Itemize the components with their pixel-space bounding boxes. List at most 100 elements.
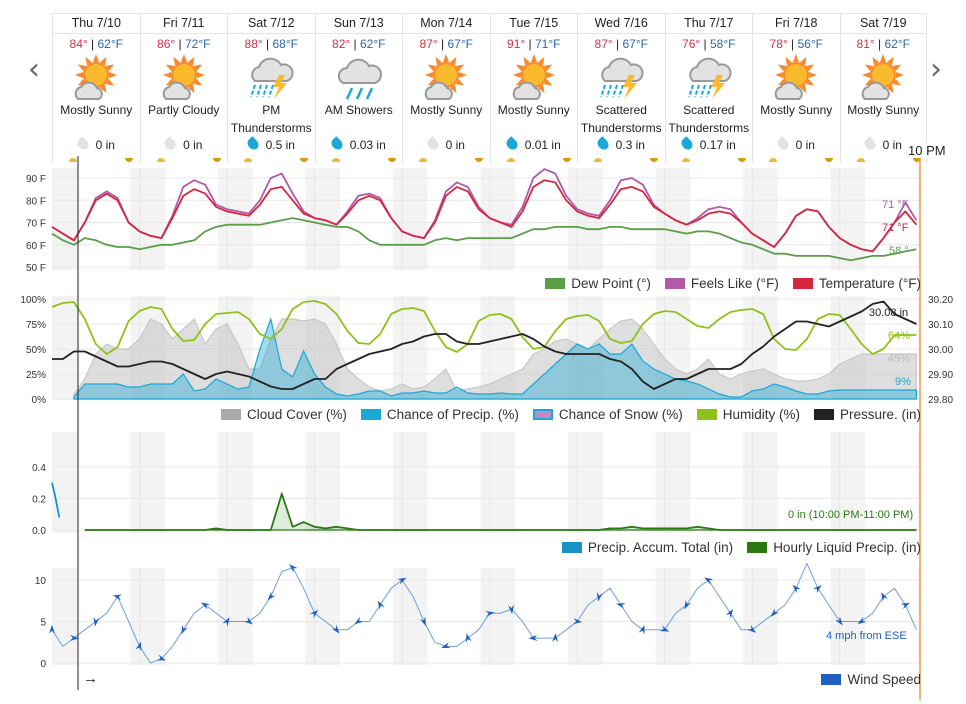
sunrise-icon — [156, 158, 165, 162]
night-band — [393, 296, 428, 400]
day-column[interactable]: Mon 7/14 87° | 67°F Mostly Sunny 0 in — [402, 14, 490, 163]
previous-days-button[interactable]: ‹ — [28, 52, 40, 87]
legend-label: Hourly Liquid Precip. (in) — [773, 540, 921, 555]
mostly-sunny-icon — [774, 54, 818, 100]
current-value-label: 58 ° — [889, 245, 909, 257]
legend-swatch — [821, 674, 842, 685]
legend-label: Dew Point (°) — [571, 276, 651, 291]
legend-item-cloud[interactable]: Cloud Cover (%) — [221, 407, 347, 422]
current-value-label: 9% — [895, 376, 911, 388]
night-band — [130, 168, 166, 270]
night-band — [130, 432, 166, 533]
day-temps: 84° | 62°F — [69, 37, 123, 51]
wind-direction-arrow-icon — [812, 585, 822, 594]
low-temp: 68°F — [272, 37, 298, 51]
day-column[interactable]: Fri 7/18 78° | 56°F Mostly Sunny 0 in — [752, 14, 840, 163]
day-column[interactable]: Sun 7/13 82° | 62°F AM Showers 0.03 in — [314, 14, 402, 163]
low-temp: 67°F — [622, 37, 648, 51]
precip-value: 0.03 in — [349, 138, 386, 152]
legend-item-snow[interactable]: Chance of Snow (%) — [532, 407, 683, 422]
high-temp: 81° — [856, 37, 875, 51]
precip-amount: 0.5 in — [228, 136, 315, 152]
wind-direction-arrow-icon — [465, 633, 472, 643]
night-band — [480, 568, 516, 665]
day-column[interactable]: Sat 7/19 81° | 62°F Mostly Sunny 0 in — [839, 14, 927, 163]
legend-item-pressure[interactable]: Pressure. (in) — [813, 407, 921, 422]
night-band — [918, 168, 920, 270]
humidity-line — [51, 300, 917, 355]
precip-value: 0 in — [795, 138, 815, 152]
day-column[interactable]: Tue 7/15 91° | 71°F Mostly Sunny 0.01 in — [489, 14, 577, 163]
axis-tick-label: 0 — [40, 659, 46, 670]
thunderstorm-icon — [250, 57, 294, 99]
day-column[interactable]: Fri 7/11 86° | 72°F Partly Cloudy 0 in — [139, 14, 227, 163]
wind-direction-arrow-icon — [881, 592, 889, 602]
legend-item-humidity[interactable]: Humidity (%) — [696, 407, 800, 422]
wind-direction-arrow-icon — [704, 577, 714, 585]
mostly-sunny-icon — [424, 54, 468, 100]
sunset-icon — [475, 158, 483, 162]
night-band — [52, 568, 78, 665]
wind-direction-arrow-icon — [572, 618, 583, 625]
wind-direction-arrow-icon — [747, 624, 757, 633]
day-name: Wed 7/16 — [578, 14, 665, 34]
night-band — [830, 568, 866, 665]
axis-tick-label: 50 F — [26, 263, 46, 274]
legend-item-pop[interactable]: Chance of Precip. (%) — [360, 407, 519, 422]
sunset-icon — [562, 158, 571, 162]
day-column[interactable]: Thu 7/10 84° | 62°F Mostly Sunny 0 in — [52, 14, 140, 163]
day-column[interactable]: Sat 7/12 88° | 68°F PM Thunderstorms 0.5… — [227, 14, 315, 163]
sunset-icon — [737, 158, 746, 162]
high-temp: 91° — [507, 37, 526, 51]
sunset-icon — [300, 158, 308, 162]
night-band — [393, 432, 428, 533]
axis-tick-label: 70 F — [26, 219, 46, 230]
day-name: Sun 7/13 — [315, 14, 402, 34]
condition-text: Mostly Sunny — [497, 103, 570, 117]
high-temp: 86° — [157, 37, 176, 51]
legend-item-feels[interactable]: Feels Like (°F) — [664, 276, 779, 291]
legend-swatch — [561, 542, 582, 553]
precip-value: 0 in — [445, 138, 465, 152]
day-temps: 76° | 58°F — [682, 37, 736, 51]
legend-swatch — [792, 278, 813, 289]
legend-precip: Precip. Accum. Total (in) Hourly Liquid P… — [561, 540, 921, 555]
wind-direction-arrow-icon — [309, 609, 319, 619]
day-name: Fri 7/11 — [140, 14, 227, 34]
mostly-sunny-icon — [861, 54, 905, 100]
sunset-icon — [125, 158, 133, 162]
day-name: Thu 7/10 — [53, 14, 140, 34]
legend-item-accum[interactable]: Precip. Accum. Total (in) — [561, 540, 733, 555]
day-column[interactable]: Thu 7/17 76° | 58°F Scattered Thundersto… — [664, 14, 752, 163]
legend-item-wind[interactable]: Wind Speed — [821, 672, 921, 687]
legend-item-hourly[interactable]: Hourly Liquid Precip. (in) — [747, 540, 921, 555]
sunrise-icon — [331, 158, 340, 162]
condition-text: Scattered Thunderstorms — [668, 103, 750, 135]
legend-wind: Wind Speed — [821, 672, 921, 687]
night-band — [568, 568, 603, 665]
night-band — [305, 568, 341, 665]
night-band — [52, 168, 78, 270]
day-temps: 87° | 67°F — [419, 37, 473, 51]
legend-label: Chance of Snow (%) — [558, 407, 683, 422]
high-temp: 88° — [244, 37, 263, 51]
legend-swatch — [664, 278, 685, 289]
wind-direction-arrow-icon — [616, 602, 626, 609]
day-temps: 88° | 68°F — [244, 37, 298, 51]
wind-direction-arrow-icon — [508, 604, 515, 615]
night-band — [393, 168, 428, 270]
precip-value: 0.3 in — [615, 138, 645, 152]
wind-direction-arrow-icon — [156, 654, 167, 661]
legend-swatch — [545, 278, 566, 289]
high-temp: 82° — [332, 37, 351, 51]
night-band — [217, 168, 253, 270]
night-band — [52, 296, 78, 400]
legend-item-temp[interactable]: Temperature (°F) — [792, 276, 921, 291]
wind-direction-arrow-icon — [243, 616, 253, 625]
next-days-button[interactable]: › — [930, 52, 942, 87]
precip-chance-area — [73, 316, 918, 400]
legend-item-dew[interactable]: Dew Point (°) — [545, 276, 651, 291]
high-temp: 76° — [682, 37, 701, 51]
day-column[interactable]: Wed 7/16 87° | 67°F Scattered Thundersto… — [577, 14, 665, 163]
